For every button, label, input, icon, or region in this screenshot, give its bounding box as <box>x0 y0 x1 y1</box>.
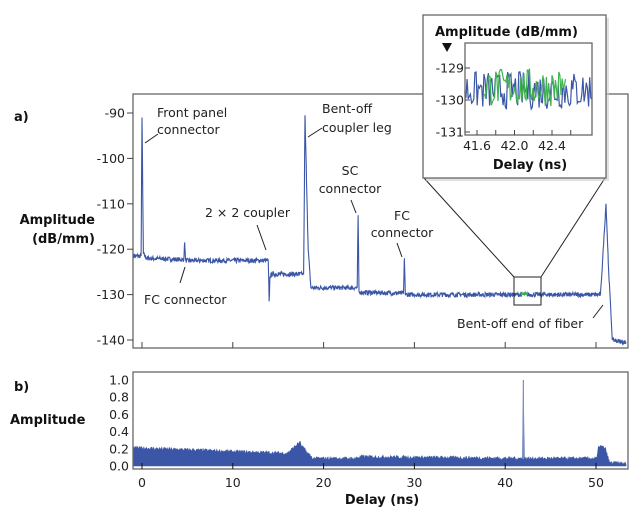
annotation-leader <box>396 242 403 258</box>
annotation-text: coupler leg <box>322 120 392 135</box>
panel-a-ylabel-line1: Amplitude <box>20 213 96 228</box>
annotation-leader <box>307 127 323 138</box>
panel-b-area <box>132 379 627 467</box>
y-tick-label: -110 <box>97 196 125 211</box>
annotation-bent-off-leg: Bent-off coupler leg <box>307 101 392 138</box>
b-x-tick-label: 0 <box>138 475 146 490</box>
panel-a-trace <box>132 115 627 346</box>
annotation-text: SC <box>342 163 359 178</box>
b-x-tick-label: 50 <box>588 475 604 490</box>
annotation-text: FC connector <box>144 292 227 307</box>
b-y-tick-label: 0.8 <box>109 390 129 405</box>
inset-y-tick-label: -130 <box>436 93 464 108</box>
b-y-tick-label: 1.0 <box>109 373 129 388</box>
annotation-text: connector <box>371 225 434 240</box>
zoom-region-box <box>513 276 542 306</box>
b-y-tick-label: 0.4 <box>109 424 129 439</box>
annotation-front-panel: Front panel connector <box>144 105 227 144</box>
y-tick-label: -130 <box>97 287 125 302</box>
inset-xlabel: Delay (ns) <box>493 158 567 173</box>
annotation-leader <box>179 266 186 284</box>
annotation-leader <box>144 133 159 144</box>
panel-b-ylabel: Amplitude <box>10 413 86 428</box>
inset-x-tick-label: 42.0 <box>501 138 529 153</box>
y-tick-label: -140 <box>97 333 125 348</box>
inset-y-tick-label: -129 <box>436 61 464 76</box>
inset-x-tick-label: 42.4 <box>538 138 566 153</box>
b-y-tick-label: 0.0 <box>109 459 129 474</box>
inset-plot-frame <box>464 42 593 136</box>
annotation-coupler: 2 × 2 coupler <box>205 205 291 251</box>
panel-b-xlabel: Delay (ns) <box>345 493 419 508</box>
annotation-text: 2 × 2 coupler <box>205 205 291 220</box>
b-x-tick-label: 30 <box>406 475 422 490</box>
panel-b-plot <box>132 379 627 467</box>
annotation-text: Bent-off end of fiber <box>457 316 584 331</box>
zoom-connector-left <box>423 177 515 278</box>
panel-a-frame <box>132 93 629 349</box>
annotation-fc-connector-2: FC connector <box>371 208 434 258</box>
panel-b-frame <box>132 371 629 470</box>
annotation-leader <box>592 304 604 319</box>
panel-a-ticks: -90 -100 -110 -120 -130 -140 <box>97 106 597 348</box>
annotation-text: Bent-off <box>322 101 372 116</box>
inset-plot <box>464 68 593 111</box>
annotation-text: FC <box>394 208 410 223</box>
annotation-sc-connector: SC connector <box>319 163 382 214</box>
annotation-leader <box>350 199 357 214</box>
y-tick-label: -120 <box>97 242 125 257</box>
annotation-text: Front panel <box>157 105 227 120</box>
b-x-tick-label: 40 <box>497 475 513 490</box>
annotation-fc-connector-1: FC connector <box>144 266 227 307</box>
inset-y-tick-label: -131 <box>436 125 464 140</box>
annotation-bent-off-end: Bent-off end of fiber <box>457 304 604 331</box>
panel-a-ylabel-line2: (dB/mm) <box>32 232 95 247</box>
inset-frame <box>422 14 607 179</box>
b-x-tick-label: 20 <box>316 475 332 490</box>
y-tick-label: -90 <box>105 106 125 121</box>
panel-b-ticks: 0.0 0.2 0.4 0.6 0.8 1.0 0 10 20 30 40 50 <box>109 373 604 491</box>
annotation-leader <box>256 224 267 251</box>
b-y-tick-label: 0.6 <box>109 407 129 422</box>
panel-a-plot <box>132 115 627 346</box>
inset-x-tick-label: 41.6 <box>463 138 491 153</box>
b-y-tick-label: 0.2 <box>109 441 129 456</box>
y-tick-label: -100 <box>97 151 125 166</box>
panel-a-label: a) <box>14 110 29 125</box>
zoom-connector-right <box>540 177 606 278</box>
inset-green-trace <box>483 68 567 107</box>
inset-title: Amplitude (dB/mm) <box>435 25 578 40</box>
panel-b-label: b) <box>14 380 29 395</box>
b-x-tick-label: 10 <box>225 475 241 490</box>
triangle-down-icon <box>442 43 452 52</box>
annotation-text: connector <box>157 122 220 137</box>
annotation-text: connector <box>319 181 382 196</box>
